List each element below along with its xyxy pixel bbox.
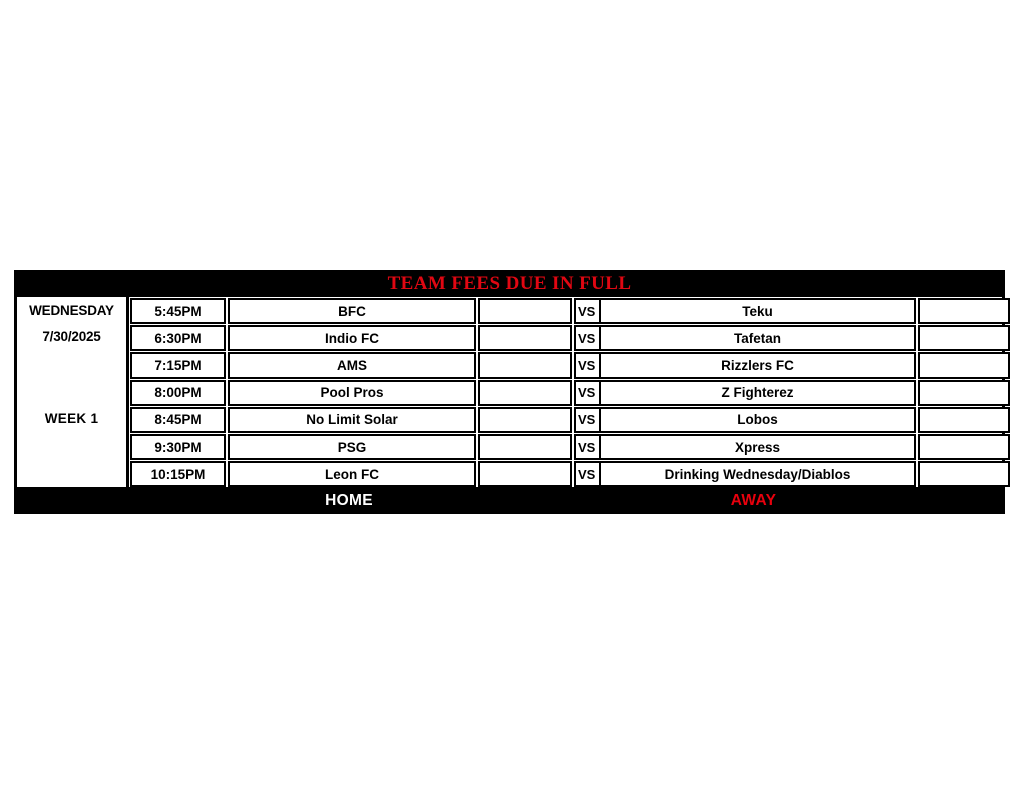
away-team-name: Lobos [599,406,916,433]
home-score-cell[interactable] [478,379,572,406]
table-title: TEAM FEES DUE IN FULL [387,273,632,294]
away-team-name: Drinking Wednesday/Diablos [599,461,916,488]
home-score-cell[interactable] [478,461,572,488]
away-score-cell[interactable] [918,325,1010,352]
away-team-name: Xpress [599,433,916,461]
week-label: WEEK 1 [44,411,99,426]
versus-label: VS [574,352,599,379]
home-column-label: HOME [325,491,373,509]
match-time: 8:00PM [130,379,226,406]
home-score-cell[interactable] [478,298,572,325]
away-score-cell[interactable] [918,406,1010,433]
table-row: 5:45PM BFC VS Teku [129,297,1011,325]
date-label: 7/30/2025 [42,329,101,344]
match-time: 7:15PM [130,352,226,379]
away-team-name: Teku [599,298,916,325]
table-footer-bar: HOME AWAY [14,487,1005,515]
home-score-cell[interactable] [478,325,572,352]
away-score-cell[interactable] [918,461,1010,488]
home-team-name: AMS [228,352,476,379]
match-rows: 5:45PM BFC VS Teku 6:30PM Indio FC VS Ta… [129,297,1011,488]
home-team-name: No Limit Solar [228,406,476,433]
table-row: 7:15PM AMS VS Rizzlers FC [129,351,1011,379]
versus-label: VS [574,433,599,461]
table-row: 6:30PM Indio FC VS Tafetan [129,324,1011,352]
schedule-grid: WEDNESDAY 7/30/2025 WEEK 1 5:45PM BFC VS… [14,297,1010,488]
home-team-name: Indio FC [228,325,476,352]
home-score-cell[interactable] [478,406,572,433]
away-score-cell[interactable] [918,379,1010,406]
versus-label: VS [574,461,599,488]
match-time: 8:45PM [130,406,226,433]
home-team-name: Leon FC [228,461,476,488]
match-time: 5:45PM [130,298,226,325]
home-team-name: PSG [228,433,476,461]
match-time: 6:30PM [130,325,226,352]
match-time: 9:30PM [130,433,226,461]
versus-label: VS [574,379,599,406]
day-info-column: WEDNESDAY 7/30/2025 WEEK 1 [17,297,129,488]
home-team-name: BFC [228,298,476,325]
table-row: 8:45PM No Limit Solar VS Lobos [129,406,1011,433]
away-team-name: Tafetan [599,325,916,352]
home-score-cell[interactable] [478,352,572,379]
away-team-name: Rizzlers FC [599,352,916,379]
table-title-bar: TEAM FEES DUE IN FULL [14,270,1005,297]
home-score-cell[interactable] [478,433,572,461]
home-team-name: Pool Pros [228,379,476,406]
away-column-label: AWAY [730,491,777,509]
versus-label: VS [574,298,599,325]
table-row: 9:30PM PSG VS Xpress [129,433,1011,461]
away-team-name: Z Fighterez [599,379,916,406]
versus-label: VS [574,325,599,352]
table-row: 8:00PM Pool Pros VS Z Fighterez [129,379,1011,406]
table-row: 10:15PM Leon FC VS Drinking Wednesday/Di… [129,460,1011,488]
away-score-cell[interactable] [918,352,1010,379]
day-of-week-label: WEDNESDAY [29,303,114,318]
away-score-cell[interactable] [918,298,1010,325]
schedule-table: TEAM FEES DUE IN FULL WEDNESDAY 7/30/202… [14,270,1010,515]
away-score-cell[interactable] [918,433,1010,461]
match-time: 10:15PM [130,461,226,488]
versus-label: VS [574,406,599,433]
